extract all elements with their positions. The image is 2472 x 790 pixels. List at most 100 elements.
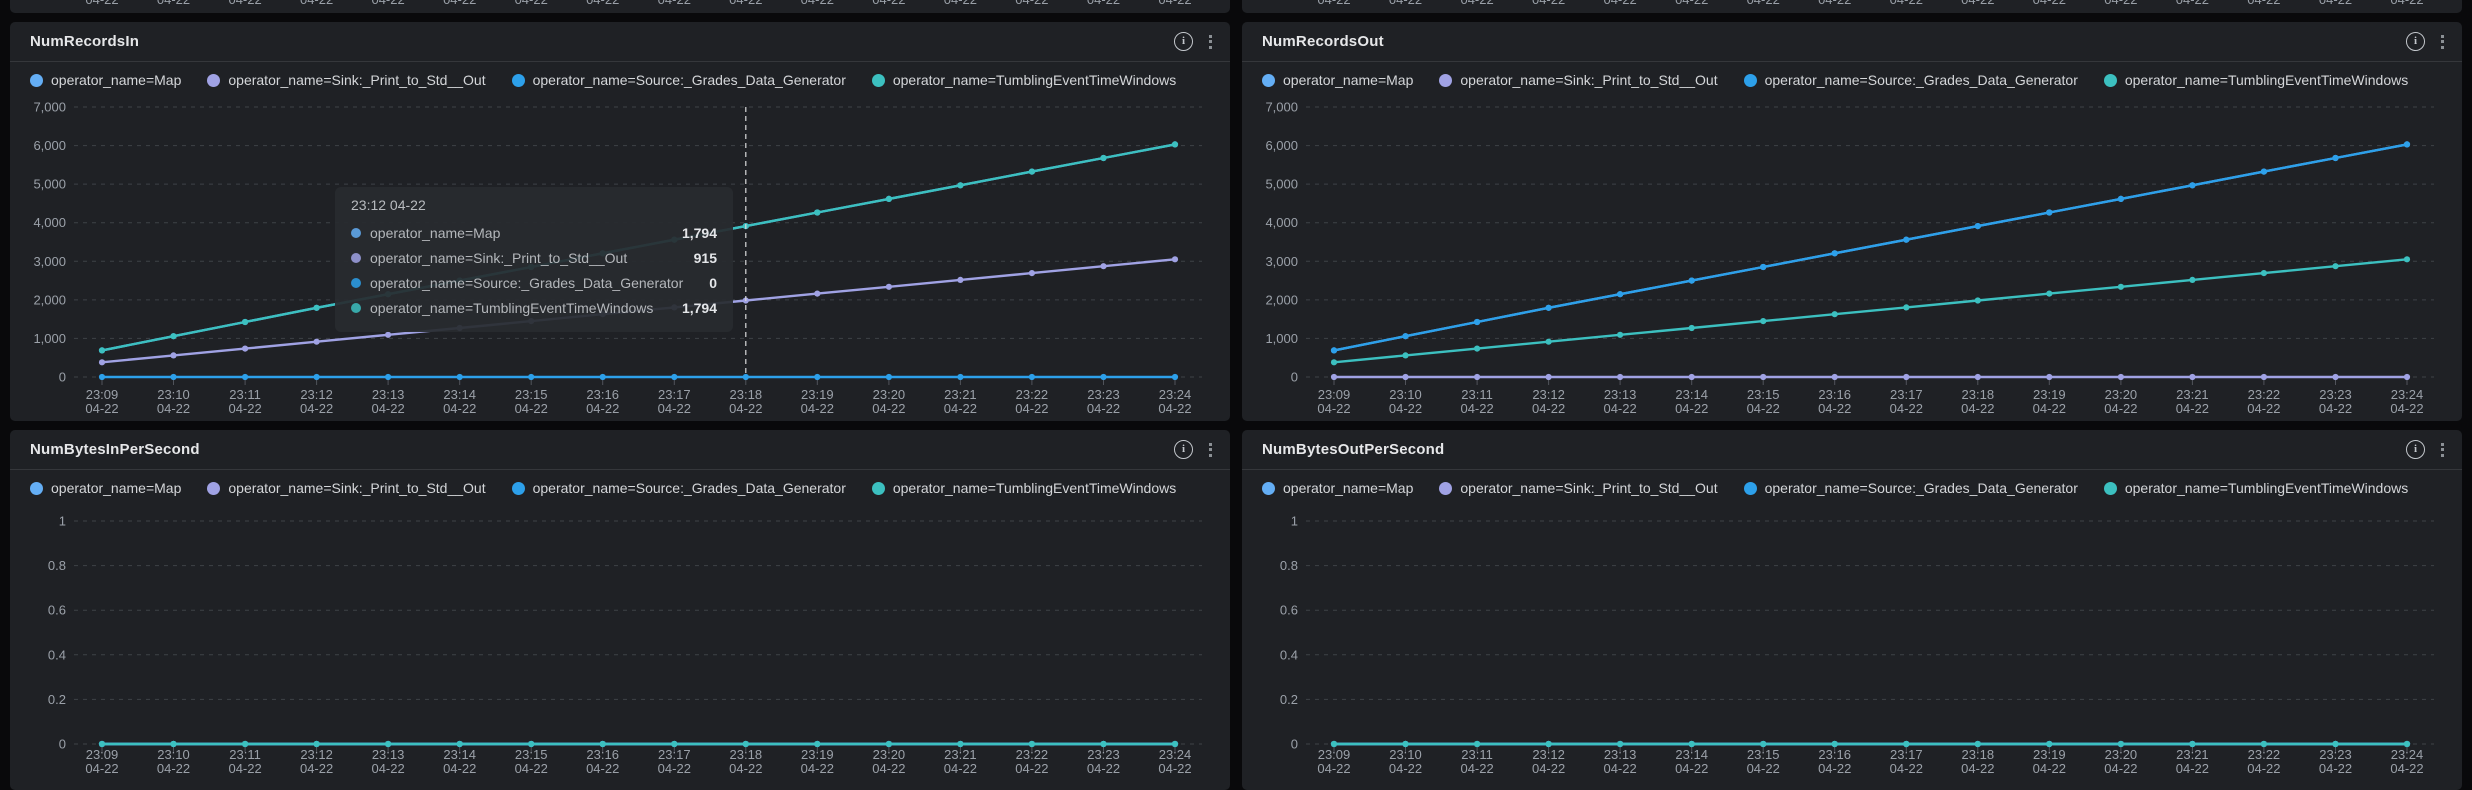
tooltip-series-dot [351, 277, 361, 288]
x-axis-label-date: 04-22 [1460, 401, 1493, 416]
x-axis-label-date: 04-22 [1158, 401, 1191, 416]
legend-item-map[interactable]: operator_name=Map [30, 72, 181, 88]
line-chart[interactable]: 7,000 6,000 5,000 4,000 3,000 2,000 1,000 0 23:0… [10, 98, 1230, 421]
legend-item-source[interactable]: operator_name=Source:_Grades_Data_Genera… [511, 480, 846, 496]
legend-item-tumbling[interactable]: operator_name=TumblingEventTimeWindows [871, 72, 1176, 88]
x-axis-label-time: 23:16 [1818, 387, 1851, 402]
y-axis-label: 0.8 [48, 558, 66, 573]
x-axis-label-time: 23:21 [2176, 387, 2209, 402]
legend-item-map[interactable]: operator_name=Map [30, 480, 181, 496]
legend-item-map[interactable]: operator_name=Map [1262, 72, 1413, 88]
series-point [528, 740, 535, 748]
clipped-axis-label: 04-22 [2319, 0, 2352, 7]
series-point [1545, 304, 1552, 311]
legend-item-sink[interactable]: operator_name=Sink:_Print_to_Std__Out [207, 72, 486, 88]
x-axis-label-time: 23:20 [2105, 747, 2138, 762]
x-axis-label-time: 23:17 [1890, 387, 1923, 402]
series-point [1617, 331, 1624, 338]
kebab-menu-icon[interactable] [1207, 441, 1214, 459]
series-point [2332, 373, 2339, 381]
series-point [1617, 740, 1624, 748]
series-point [528, 373, 535, 381]
series-point [242, 318, 249, 326]
x-axis-label-time: 23:18 [1962, 747, 1995, 762]
series-point [1402, 333, 1409, 340]
legend-item-tumbling[interactable]: operator_name=TumblingEventTimeWindows [871, 480, 1176, 496]
kebab-menu-icon[interactable] [2439, 33, 2446, 51]
series-point [957, 740, 964, 748]
kebab-menu-icon[interactable] [2439, 441, 2446, 459]
x-axis-label-time: 23:14 [443, 747, 476, 762]
x-axis-label-time: 23:11 [1461, 747, 1493, 762]
x-axis-label-time: 23:19 [801, 747, 834, 762]
series-point [2189, 182, 2196, 189]
clipped-panel-above-left: 04-22 04-22 04-22 04-22 04-22 04-22 04-22 04-22… [10, 0, 1230, 13]
clipped-axis-label: 04-22 [157, 0, 190, 7]
line-chart[interactable]: 7,000 6,000 5,000 4,000 3,000 2,000 1,000 0 23:0… [1242, 98, 2462, 421]
series-point [1831, 740, 1838, 748]
legend-color-dot [207, 481, 221, 495]
line-chart[interactable]: 10.80.60.40.2023:0904-2223:1004-2223:110… [1242, 506, 2462, 790]
series-point [2403, 141, 2411, 148]
x-axis-label-date: 04-22 [443, 401, 476, 416]
series-point [2189, 373, 2196, 381]
tooltip-row: operator_name=Source:_Grades_Data_Genera… [351, 270, 717, 295]
x-axis-label-date: 04-22 [658, 761, 691, 776]
series-point [1617, 373, 1624, 381]
series-point [2046, 373, 2053, 381]
chart-panel-num-bytes-in-per-second: NumBytesInPerSecond i operator_name=Map ope… [10, 430, 1230, 790]
series-point [2189, 276, 2196, 283]
x-axis-label-time: 23:24 [1159, 387, 1192, 402]
kebab-menu-icon[interactable] [1207, 33, 1214, 51]
x-axis-label-date: 04-22 [801, 401, 834, 416]
series-point [1171, 141, 1179, 148]
tooltip-series-dot [351, 302, 361, 313]
legend-item-tumbling[interactable]: operator_name=TumblingEventTimeWindows [2103, 72, 2408, 88]
legend-item-sink[interactable]: operator_name=Sink:_Print_to_Std__Out [207, 480, 486, 496]
x-axis-label-date: 04-22 [371, 401, 404, 416]
x-axis-label-time: 23:24 [2391, 747, 2424, 762]
legend-item-sink[interactable]: operator_name=Sink:_Print_to_Std__Out [1439, 480, 1718, 496]
series-point [1545, 373, 1552, 381]
series-point [313, 373, 320, 381]
series-point [170, 352, 177, 359]
series-point [671, 740, 678, 748]
info-icon[interactable]: i [1174, 32, 1193, 51]
legend: operator_name=Map operator_name=Sink:_Pri… [1242, 470, 2462, 506]
series-point [98, 740, 106, 748]
series-point [2403, 256, 2411, 263]
series-point [814, 290, 821, 297]
x-axis-label-time: 23:23 [2319, 387, 2352, 402]
info-icon[interactable]: i [2406, 32, 2425, 51]
info-icon[interactable]: i [2406, 440, 2425, 459]
legend-item-tumbling[interactable]: operator_name=TumblingEventTimeWindows [2103, 480, 2408, 496]
x-axis-label-time: 23:21 [2176, 747, 2209, 762]
y-axis-label: 4,000 [1265, 215, 1298, 230]
legend-item-map[interactable]: operator_name=Map [1262, 480, 1413, 496]
x-axis-label-date: 04-22 [1675, 761, 1708, 776]
series-point [2260, 270, 2267, 277]
y-axis-label: 3,000 [1265, 254, 1298, 269]
legend-item-source[interactable]: operator_name=Source:_Grades_Data_Genera… [511, 72, 846, 88]
y-axis-label: 7,000 [1265, 100, 1298, 115]
legend-item-sink[interactable]: operator_name=Sink:_Print_to_Std__Out [1439, 72, 1718, 88]
clipped-axis-label: 04-22 [1675, 0, 1708, 7]
info-icon[interactable]: i [1174, 440, 1193, 459]
x-axis-label-time: 23:12 [300, 387, 333, 402]
tooltip-series-dot [351, 252, 361, 263]
series-point [1474, 345, 1481, 352]
series-point [599, 740, 606, 748]
clipped-axis-label: 04-22 [658, 0, 691, 7]
x-axis-label-date: 04-22 [1317, 401, 1350, 416]
y-axis-label: 0 [1291, 370, 1298, 385]
x-axis-label-date: 04-22 [1532, 401, 1565, 416]
series-point [1028, 740, 1035, 748]
series-point [1028, 373, 1035, 381]
x-axis-label-date: 04-22 [515, 401, 548, 416]
clipped-axis-label: 04-22 [300, 0, 333, 7]
legend-item-source[interactable]: operator_name=Source:_Grades_Data_Genera… [1743, 480, 2078, 496]
legend-item-source[interactable]: operator_name=Source:_Grades_Data_Genera… [1743, 72, 2078, 88]
line-chart[interactable]: 10.80.60.40.2023:0904-2223:1004-2223:110… [10, 506, 1230, 790]
series-point [1545, 740, 1552, 748]
x-axis-label-time: 23:19 [801, 387, 834, 402]
